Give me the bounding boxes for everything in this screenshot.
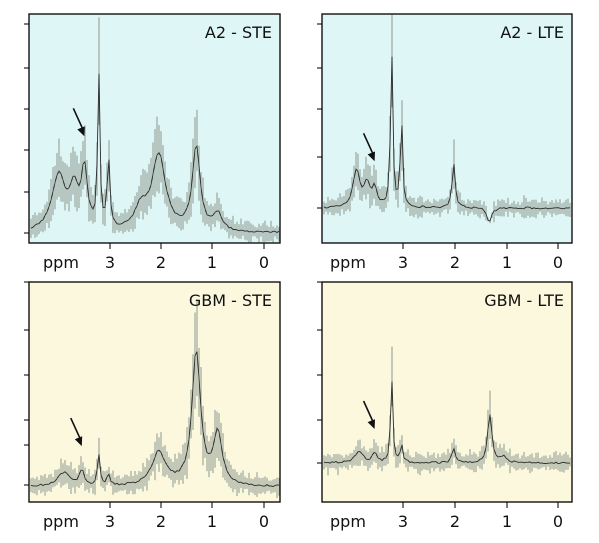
arrow-shaft [70, 417, 82, 441]
x-tick-label: 3 [398, 512, 408, 531]
panel-frame [321, 281, 573, 503]
x-tick-label: 1 [502, 512, 512, 531]
x-tick-label: 2 [156, 512, 166, 531]
panel-frame [28, 281, 281, 503]
panel-background [29, 14, 280, 243]
x-axis-label: ppm [330, 253, 366, 272]
arrow-head [367, 151, 375, 162]
panel-title: GBM - LTE [484, 291, 564, 310]
panel-frame [28, 13, 281, 244]
x-tick-label: 0 [553, 512, 563, 531]
panel-background [322, 282, 572, 502]
x-tick-label: 0 [259, 253, 269, 272]
panel-title: A2 - LTE [500, 23, 564, 42]
mean-spectrum-line [30, 351, 280, 488]
arrow-shaft [72, 107, 85, 131]
arrow-head [77, 126, 85, 137]
x-tick-label: 3 [105, 253, 115, 272]
spectrum-panel-2: 3 2 1 0 ppm A2 - LTE [317, 13, 573, 272]
arrow-shaft [362, 133, 375, 156]
x-axis-label: ppm [43, 512, 79, 531]
x-tick-label: 3 [105, 512, 115, 531]
x-tick-label: 2 [156, 253, 166, 272]
arrow-head [367, 419, 375, 429]
x-tick-label: 1 [502, 253, 512, 272]
mean-spectrum-line [323, 56, 571, 222]
x-axis-label: ppm [330, 512, 366, 531]
arrow-head [74, 436, 83, 447]
panel-frame [321, 13, 573, 244]
x-tick-label: 2 [450, 512, 460, 531]
x-tick-label: 3 [398, 253, 408, 272]
panel-title: A2 - STE [205, 23, 272, 42]
variability-band [323, 346, 571, 476]
x-tick-label: 1 [207, 253, 217, 272]
x-axis-label: ppm [43, 253, 79, 272]
x-tick-label: 1 [207, 512, 217, 531]
x-tick-label: 2 [450, 253, 460, 272]
arrow-shaft [362, 400, 375, 424]
x-tick-label: 0 [553, 253, 563, 272]
spectrum-panel-3: 3 2 1 0 ppm GBM - STE [24, 281, 281, 531]
mean-spectrum-line [323, 381, 571, 465]
spectrum-panel-1: 3 2 1 0 ppm A2 - STE [24, 13, 281, 272]
mean-spectrum-line [30, 73, 280, 234]
panel-title: GBM - STE [189, 291, 272, 310]
variability-band [30, 17, 280, 243]
x-tick-label: 0 [259, 512, 269, 531]
spectrum-panel-4: 3 2 1 0 ppm GBM - LTE [317, 281, 573, 531]
